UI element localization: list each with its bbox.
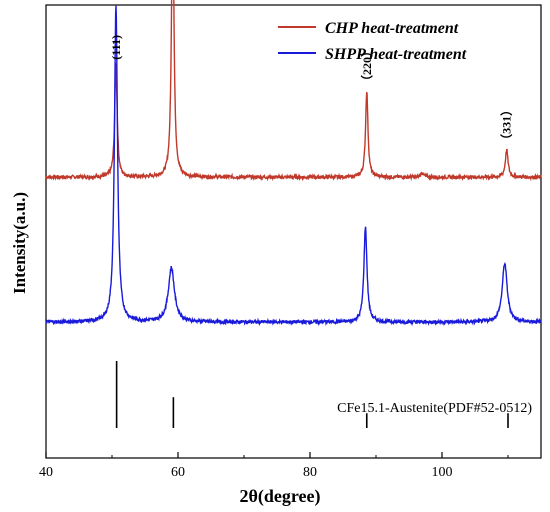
x-tick-label: 100 [432,465,453,480]
x-tick-label: 80 [303,465,317,480]
series-lines [45,0,542,327]
legend-label: CHP heat-treatment [325,20,459,37]
legend-label: SHPP heat-treatment [325,46,467,63]
y-axis-label: Intensity(a.u.) [10,192,29,294]
x-tick-label: 60 [171,465,185,480]
series-line-shpp [45,5,542,327]
reference-pattern [115,361,509,428]
x-axis: 40 60 80 100 [39,452,509,480]
peak-label: （331） [499,104,514,146]
plot-border [45,4,542,459]
peak-label: (111) [109,35,123,60]
legend: CHP heat-treatment SHPP heat-treatment [278,20,467,63]
reference-label: CFe15.1-Austenite(PDF#52-0512) [337,401,532,416]
x-axis-label: 2θ(degree) [239,486,320,507]
plot-frame [45,4,542,459]
peak-label: （220） [359,45,374,87]
peak-labels: (111)(200)（220）（331） [109,35,514,146]
x-tick-label: 40 [39,465,53,480]
series-line-chp [45,0,542,182]
